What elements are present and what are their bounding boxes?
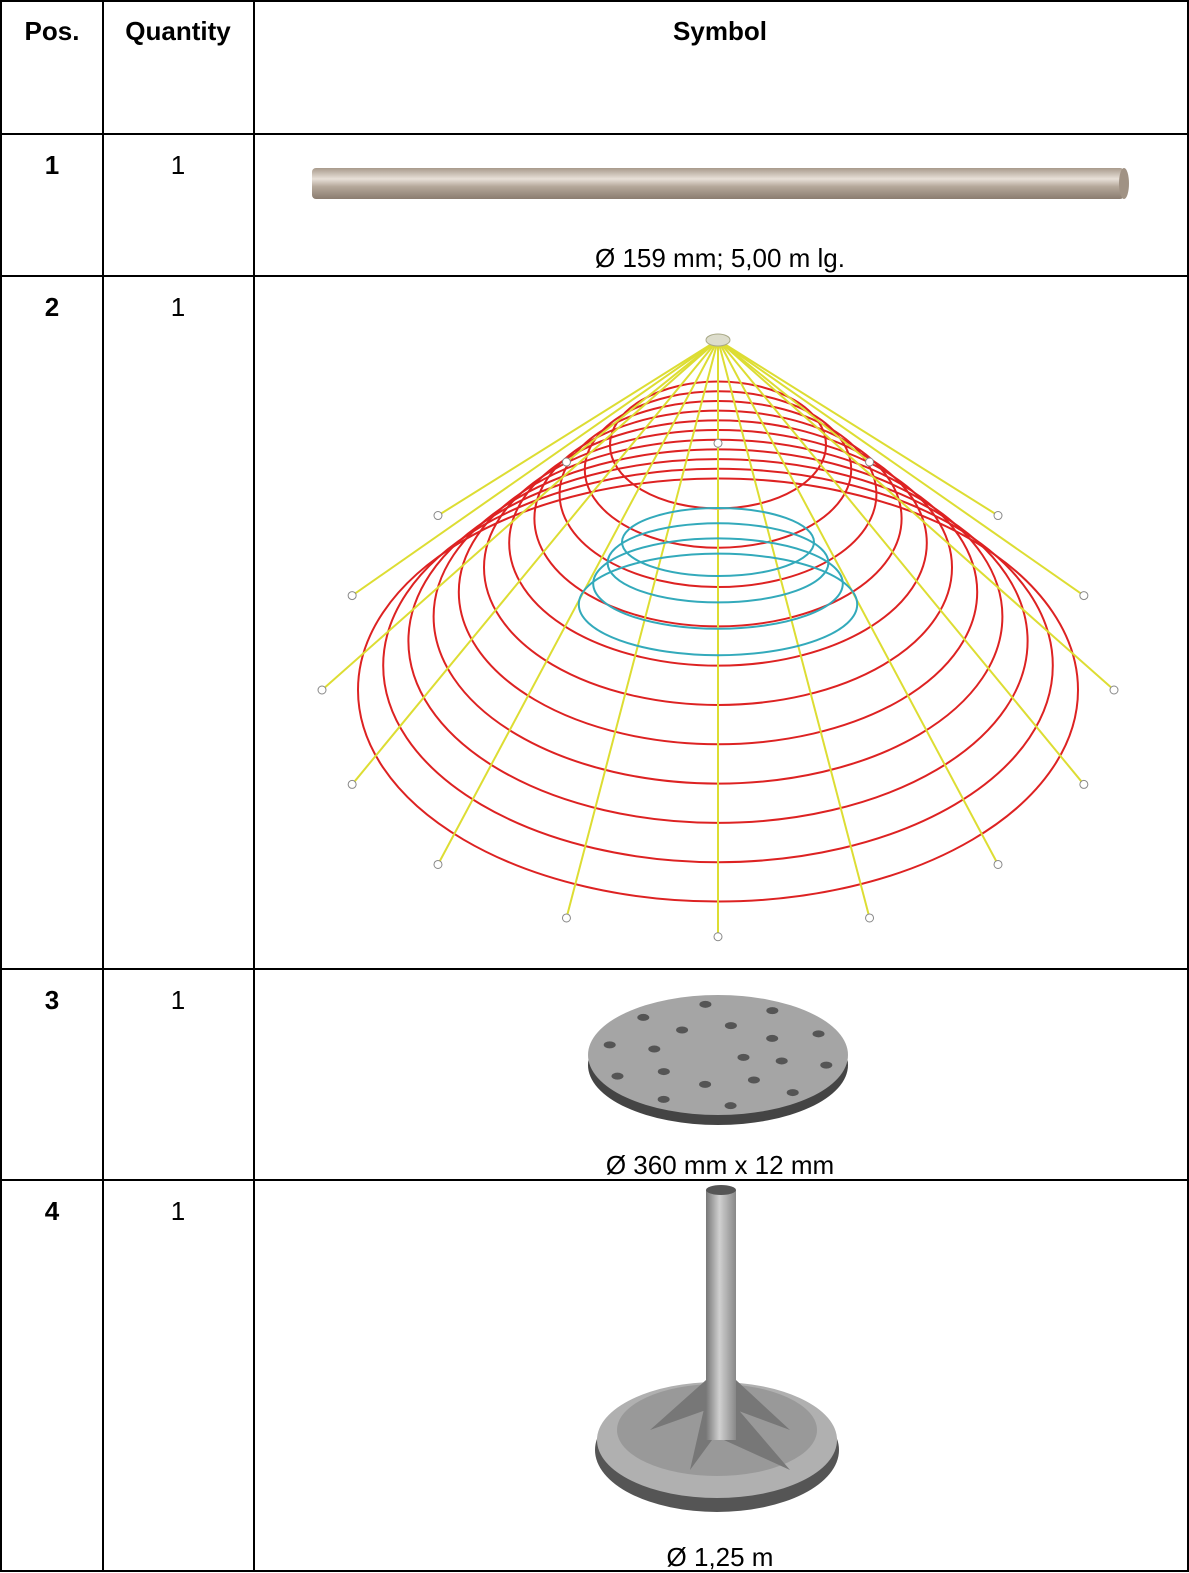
- quantity: 1: [170, 1196, 186, 1226]
- quantity: 1: [170, 292, 186, 322]
- col-rule: [0, 0, 104, 1572]
- caption: Ø 159 mm; 5,00 m lg.: [595, 243, 845, 273]
- caption: Ø 1,25 m: [666, 1542, 774, 1572]
- quantity: 1: [170, 985, 186, 1015]
- pos: 1: [44, 150, 60, 180]
- quantity: 1: [170, 150, 186, 180]
- pos: 4: [44, 1196, 60, 1226]
- col-rule: [0, 0, 255, 1572]
- row-rule: [0, 0, 1189, 135]
- header-cell: Pos.: [24, 16, 80, 46]
- header-cell: Quantity: [125, 16, 231, 46]
- caption: Ø 360 mm x 12 mm: [605, 1150, 835, 1180]
- row-rule: [0, 1179, 1189, 1181]
- pos: 2: [44, 292, 60, 322]
- pos: 3: [44, 985, 60, 1015]
- row-rule: [0, 0, 1189, 277]
- row-rule: [0, 968, 1189, 970]
- header-cell: Symbol: [673, 16, 767, 46]
